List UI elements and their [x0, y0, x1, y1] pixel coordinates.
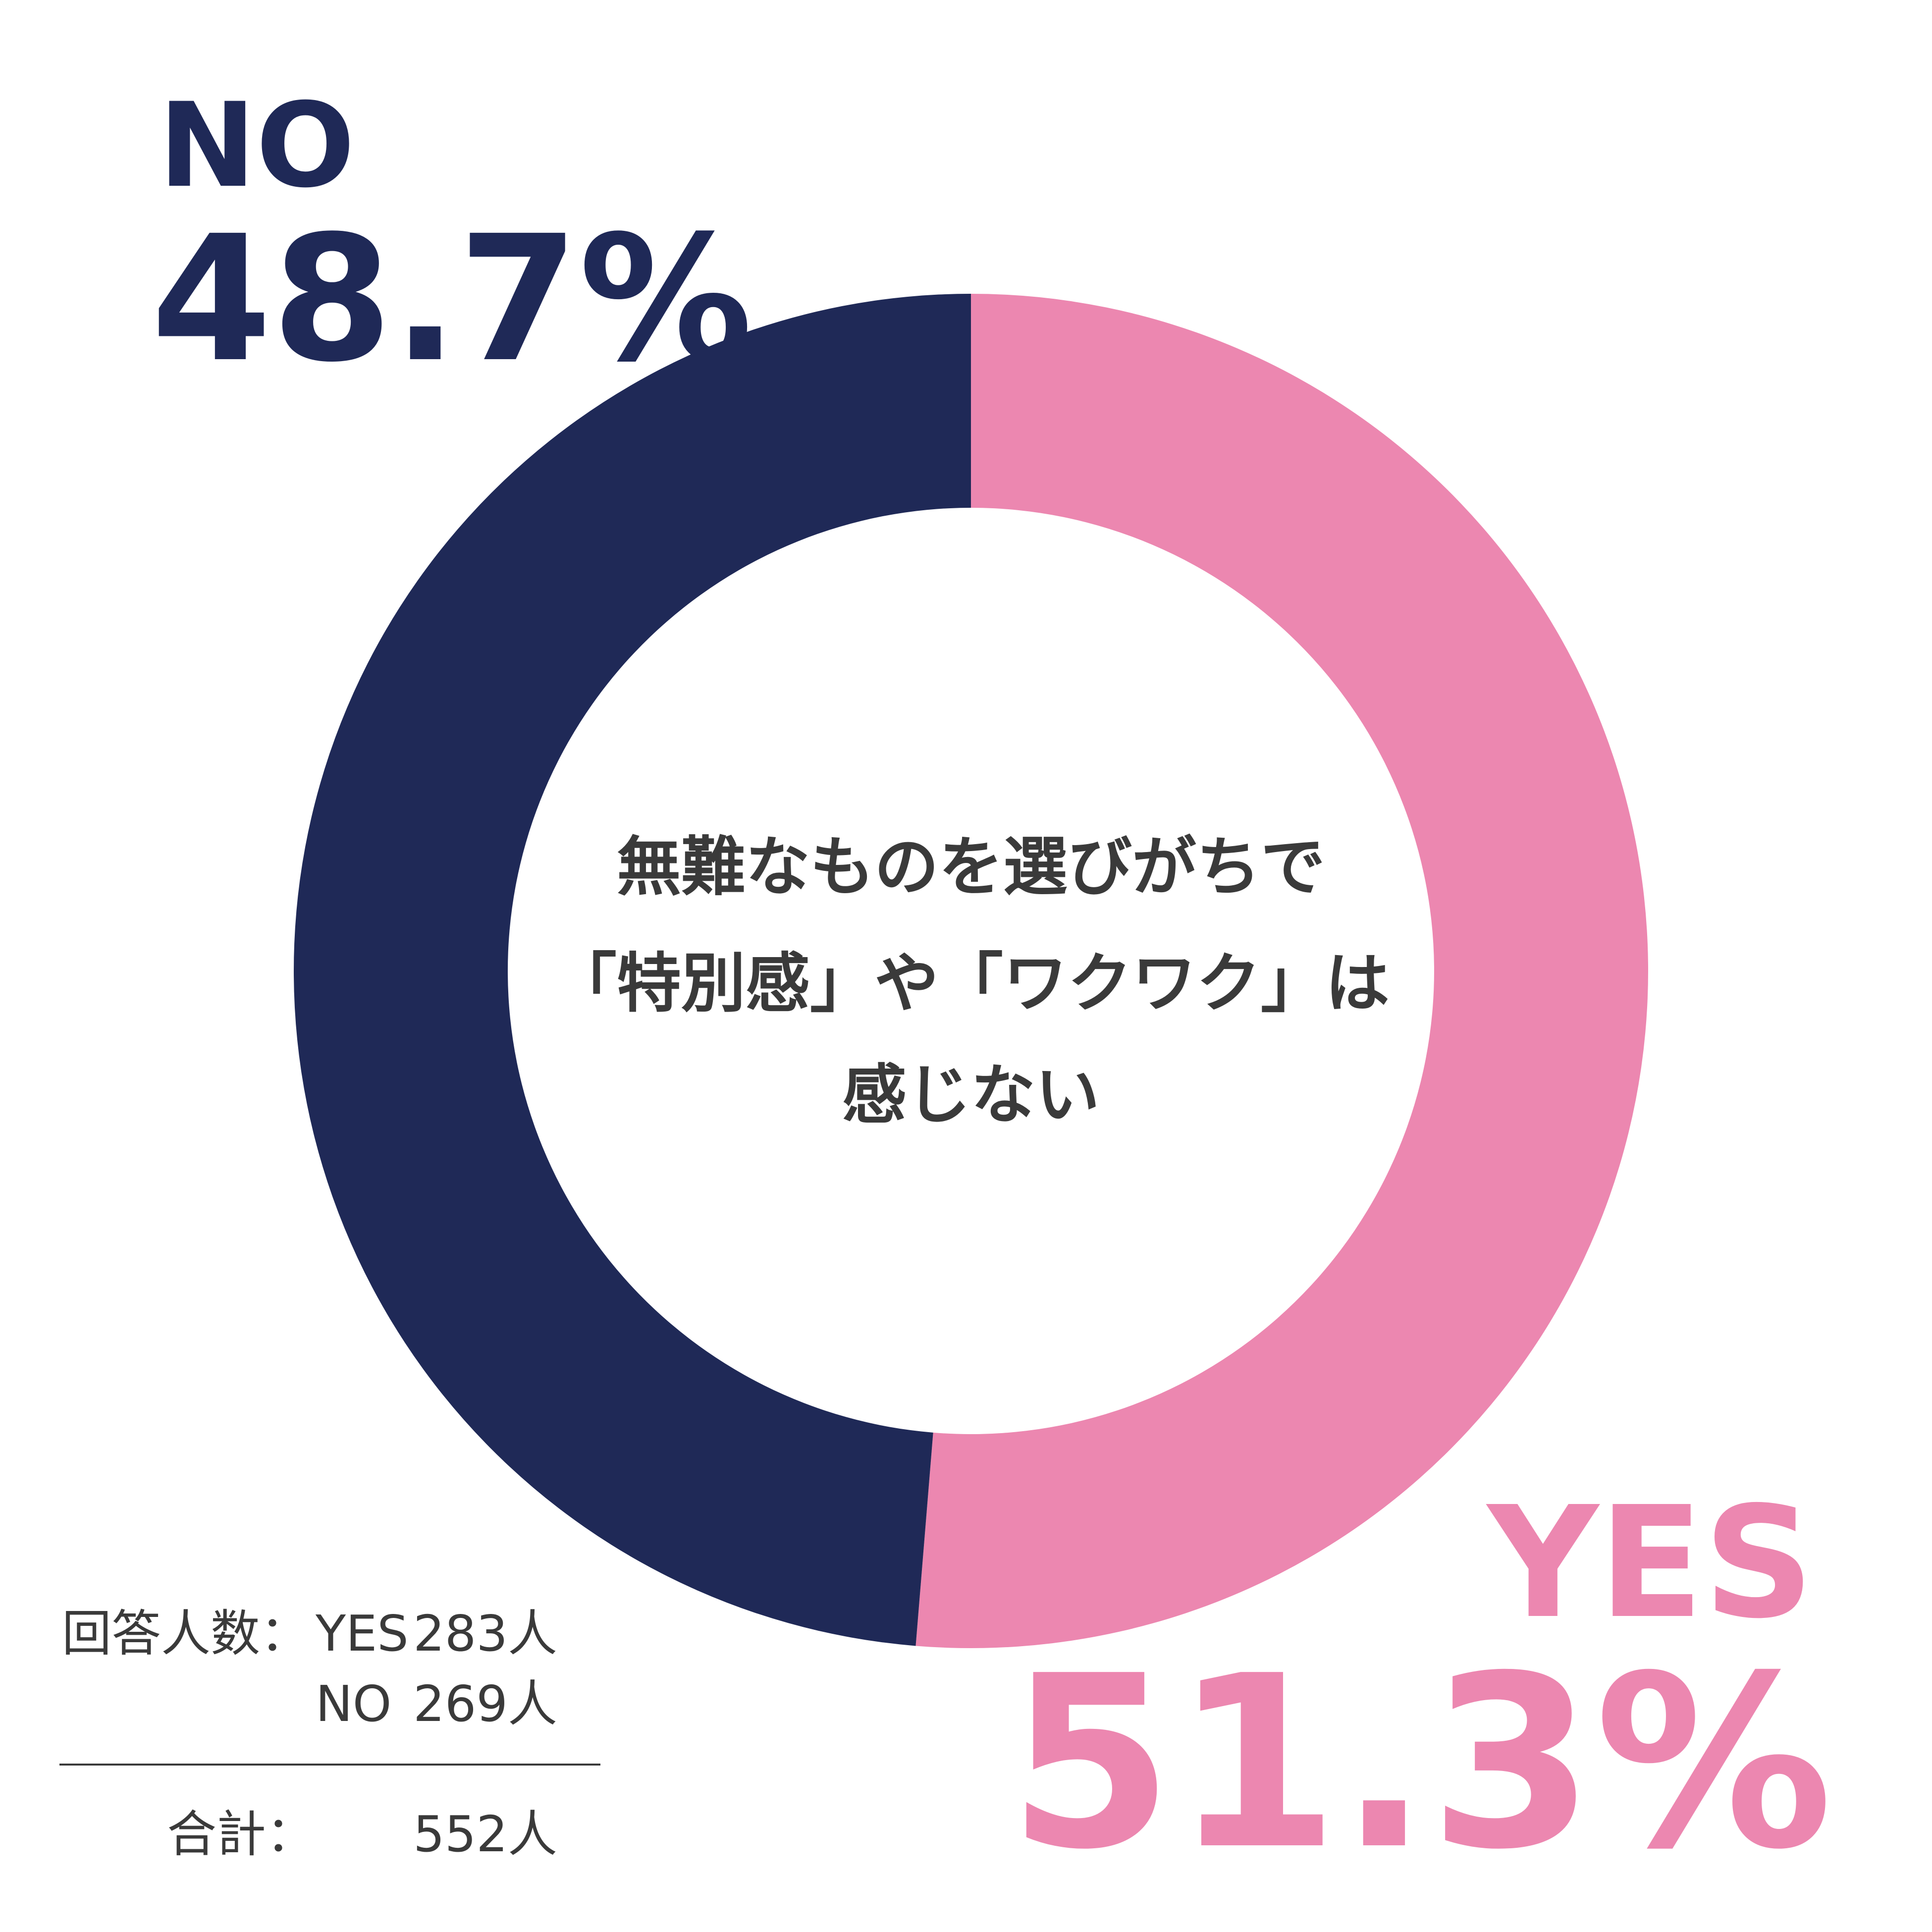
footnote: 回答人数： YES 283人 NO 269人 合計： 552人	[59, 1605, 600, 1863]
donut-slice	[293, 294, 971, 1646]
footnote-label: 回答人数：	[62, 1605, 310, 1663]
footnote-name: YES	[315, 1605, 409, 1663]
value-label: 51.3%	[1008, 1625, 1833, 1902]
footnote-name: NO	[316, 1675, 392, 1733]
category-label: NO	[159, 78, 355, 214]
center-text: 「特別感」や「ワクワク」は	[552, 946, 1390, 1021]
footnote-count: 269人	[413, 1675, 557, 1733]
footnote-total: 552人	[413, 1805, 557, 1863]
center-text: 感じない	[842, 1057, 1100, 1132]
center-text: 無難なものを選びがちで	[617, 829, 1325, 905]
category-label: YES	[1485, 1474, 1814, 1653]
value-label: 48.7%	[151, 198, 752, 400]
donut-slice	[915, 294, 1648, 1649]
footnote-total-label: 合計：	[167, 1805, 316, 1863]
donut	[293, 294, 1648, 1649]
footnote-count: 283人	[413, 1605, 557, 1663]
